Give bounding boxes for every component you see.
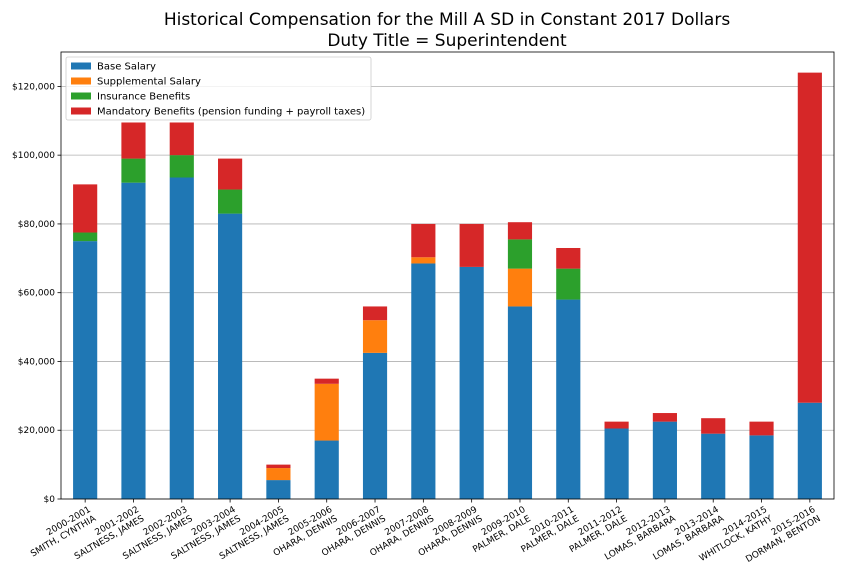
legend-box	[65, 56, 372, 121]
legend-label: Supplemental Salary	[97, 77, 201, 88]
bar-segment-mandatory	[652, 413, 677, 422]
bar-segment-mandatory	[73, 184, 98, 233]
bar-segment-mandatory	[121, 122, 146, 159]
legend-label: Base Salary	[97, 62, 156, 73]
chart-subtitle: Duty Title = Superintendent	[327, 31, 567, 51]
bar-segment-mandatory	[218, 158, 243, 190]
bar-segment-base	[556, 299, 581, 499]
bar-segment-insurance	[121, 158, 146, 183]
bar-segment-mandatory	[411, 223, 436, 258]
bar-segment-supplemental	[266, 468, 291, 481]
legend-swatch	[71, 107, 91, 115]
legend-swatch	[71, 92, 91, 100]
bar-segment-base	[169, 177, 194, 499]
bar-segment-base	[73, 241, 98, 499]
y-axis-ticks: $0 $20,000 $40,000 $60,000 $80,000 $100,000 $1…	[12, 82, 61, 505]
bar-segment-supplemental	[507, 268, 533, 307]
bar-segment-mandatory	[556, 247, 581, 269]
legend-label: Insurance Benefits	[97, 92, 190, 103]
bar-segment-supplemental	[314, 383, 339, 441]
bar-segment-base	[797, 402, 822, 499]
bar-segment-mandatory	[604, 421, 629, 429]
bar-segment-insurance	[169, 155, 194, 178]
bar-segment-base	[411, 263, 436, 499]
legend-swatch	[71, 77, 91, 85]
y-tick-label: $120,000	[12, 82, 55, 92]
chart-title: Historical Compensation for the Mill A S…	[164, 10, 731, 30]
bar-segment-mandatory	[314, 378, 339, 384]
bar-segment-insurance	[218, 189, 243, 214]
bar-segment-mandatory	[701, 418, 726, 434]
y-tick-label: $20,000	[18, 426, 55, 436]
bar-segment-base	[266, 480, 291, 499]
bar-segment-base	[459, 266, 484, 499]
legend-swatch	[71, 62, 91, 70]
bar-segment-base	[701, 433, 726, 499]
bar-segment-mandatory	[266, 464, 291, 469]
bar-segment-mandatory	[749, 421, 774, 436]
bar-segment-mandatory	[362, 306, 388, 321]
y-tick-label: $80,000	[18, 220, 55, 230]
y-tick-label: $60,000	[18, 289, 55, 299]
bar-segment-mandatory	[169, 122, 194, 156]
legend: Base Salary Supplemental Salary Insurance …	[65, 56, 372, 121]
bar-segment-mandatory	[797, 72, 822, 403]
bar-segment-mandatory	[459, 223, 484, 267]
bar-segment-base	[749, 435, 774, 499]
bar-segment-supplemental	[362, 320, 388, 353]
bar-segment-base	[121, 182, 146, 499]
bar-segment-base	[507, 306, 533, 499]
bar-segment-base	[604, 428, 629, 499]
bar-segment-base	[218, 213, 243, 499]
y-tick-label: $40,000	[18, 357, 55, 367]
bar-segment-base	[314, 440, 339, 499]
bar-segment-supplemental	[411, 257, 436, 264]
bar-segment-base	[362, 352, 388, 499]
bar-segment-insurance	[73, 232, 98, 242]
bars	[73, 72, 822, 499]
bar-segment-mandatory	[507, 222, 533, 240]
plot-frame	[60, 51, 835, 500]
legend-label: Mandatory Benefits (pension funding + pa…	[97, 107, 365, 118]
bar-segment-insurance	[556, 268, 581, 300]
axes	[60, 51, 835, 500]
bar-segment-insurance	[507, 239, 533, 269]
y-tick-label: $100,000	[12, 151, 55, 161]
bar-segment-base	[652, 421, 677, 499]
y-tick-label: $0	[44, 495, 56, 505]
